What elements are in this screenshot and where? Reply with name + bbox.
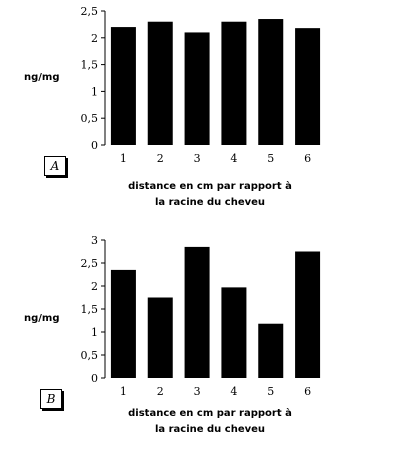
x-axis-label-b: distance en cm par rapport à la racine d… [90, 406, 330, 438]
y-tick-label-b: 3 [91, 234, 98, 247]
bar-chart-b: 0 0,5 1 1,5 2 2,5 3 1 2 3 4 5 6 ng/mg [24, 234, 321, 398]
chart-panel-b: 0 0,5 1 1,5 2 2,5 3 1 2 3 4 5 6 ng/mg B distance en c… [0, 225, 401, 451]
x-tick-label-b: 3 [194, 385, 201, 398]
panel-label-b: B [40, 389, 62, 409]
y-tick-label-a: 1,5 [81, 59, 99, 72]
x-tick-label-b: 6 [304, 385, 311, 398]
y-tick-label-b: 1,5 [81, 303, 99, 316]
x-tick-label-a: 6 [304, 152, 311, 165]
x-axis-label-b-line2: la racine du cheveu [154, 424, 266, 435]
y-axis-label-b: ng/mg [24, 313, 60, 324]
bar-b-6 [295, 251, 321, 378]
bar-b-4 [221, 287, 247, 378]
x-tick-label-a: 3 [194, 152, 201, 165]
y-tick-label-a: 0,5 [81, 112, 99, 125]
x-tick-label-b: 4 [230, 385, 237, 398]
y-tick-label-a: 1 [91, 85, 98, 98]
y-tick-label-a: 0 [91, 139, 98, 152]
x-tick-label-b: 5 [267, 385, 274, 398]
x-tick-label-a: 1 [120, 152, 127, 165]
bar-b-5 [258, 323, 284, 378]
x-axis-label-a-line2: la racine du cheveu [154, 197, 266, 208]
y-tick-label-b: 1 [91, 326, 98, 339]
y-tick-label-b: 0 [91, 372, 98, 385]
x-axis-label-a-line1: distance en cm par rapport à [128, 181, 292, 192]
bar-b-3 [184, 246, 210, 378]
bar-a-4 [221, 21, 247, 145]
y-axis-label-a: ng/mg [24, 72, 60, 83]
bar-a-1 [110, 27, 136, 145]
chart-panel-a: 0 0,5 1 1,5 2 2,5 1 2 3 4 5 6 ng/mg A distance en cm… [0, 0, 401, 225]
x-tick-label-a: 4 [230, 152, 237, 165]
y-tick-label-a: 2 [91, 32, 98, 45]
y-tick-label-b: 2,5 [81, 257, 99, 270]
y-tick-label-b: 2 [91, 280, 98, 293]
bar-b-2 [147, 297, 173, 378]
x-tick-label-a: 2 [157, 152, 164, 165]
bar-b-1 [110, 269, 136, 378]
y-tick-label-a: 2,5 [81, 5, 99, 18]
panel-label-a: A [44, 156, 66, 176]
bar-a-6 [295, 28, 321, 145]
bar-a-5 [258, 19, 284, 145]
x-axis-label-a: distance en cm par rapport à la racine d… [90, 179, 330, 211]
x-tick-label-a: 5 [267, 152, 274, 165]
bar-a-2 [147, 21, 173, 145]
y-tick-label-b: 0,5 [81, 349, 99, 362]
x-tick-label-b: 2 [157, 385, 164, 398]
x-axis-label-b-line1: distance en cm par rapport à [128, 408, 292, 419]
x-tick-label-b: 1 [120, 385, 127, 398]
bar-chart-a: 0 0,5 1 1,5 2 2,5 1 2 3 4 5 6 ng/mg [24, 5, 321, 165]
bar-a-3 [184, 32, 210, 145]
